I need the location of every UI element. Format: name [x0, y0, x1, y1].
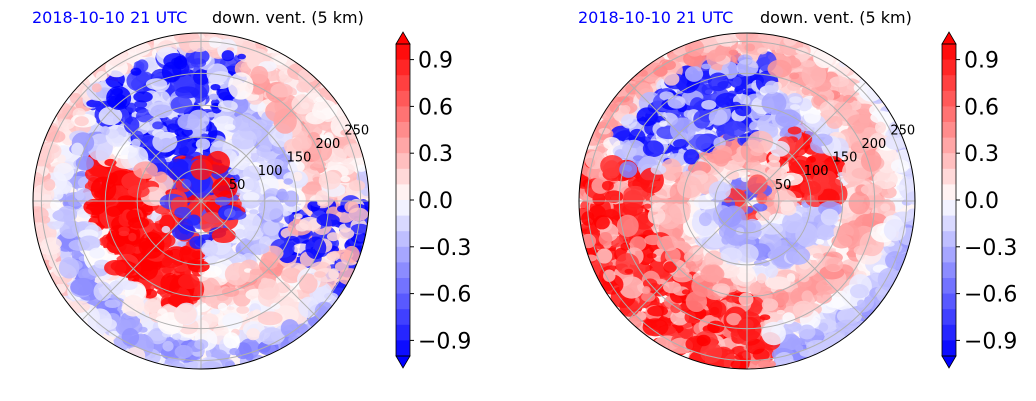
- colorbar-tick-label: −0.6: [964, 283, 1017, 308]
- field-layer: [33, 33, 369, 369]
- colorbar-extend-bottom: [395, 355, 411, 369]
- colorbar-segment: [396, 309, 410, 326]
- colorbar-segment: [942, 59, 956, 76]
- chart-panel-left: 2018-10-10 21 UTC down. vent. (5 km) 50 1…: [32, 8, 471, 370]
- colorbar-segment: [942, 137, 956, 154]
- colorbar-segment: [942, 122, 956, 139]
- colorbar-segment: [396, 231, 410, 248]
- colorbar-segment: [396, 137, 410, 154]
- colorbar-segment: [942, 168, 956, 185]
- colorbar-segment: [396, 293, 410, 310]
- radial-tick-label: 150: [287, 151, 312, 166]
- colorbar-extend-top: [941, 31, 957, 45]
- colorbar-tick-label: 0.0: [418, 189, 453, 214]
- radial-tick-label: 250: [890, 123, 915, 138]
- colorbar-segment: [396, 246, 410, 263]
- colorbar-tick-label: −0.9: [418, 329, 471, 354]
- radial-tick-label: 250: [344, 123, 369, 138]
- radial-tick-label: 150: [833, 151, 858, 166]
- variable-label-right: down. vent. (5 km): [760, 8, 912, 27]
- colorbar-segment: [396, 90, 410, 107]
- colorbar-segment: [396, 106, 410, 123]
- colorbar-segment: [396, 200, 410, 217]
- date-label-right: 2018-10-10 21 UTC: [578, 8, 734, 27]
- date-label-left: 2018-10-10 21 UTC: [32, 8, 188, 27]
- colorbar-tick-label: −0.3: [418, 236, 471, 261]
- colorbar-segment: [942, 75, 956, 92]
- colorbar-segment: [942, 246, 956, 263]
- plot-boundary: [32, 32, 370, 370]
- colorbar-tick-label: 0.3: [964, 142, 999, 167]
- colorbar-segment: [396, 122, 410, 139]
- colorbar-segment: [396, 340, 410, 357]
- colorbar-segment: [396, 184, 410, 201]
- variable-label-left: down. vent. (5 km): [212, 8, 364, 27]
- radial-tick-label: 50: [775, 178, 792, 193]
- colorbar-segment: [942, 340, 956, 357]
- colorbar-segment: [942, 309, 956, 326]
- colorbar-tick-label: 0.9: [418, 49, 453, 74]
- polar-grid: [33, 33, 369, 369]
- colorbar-tick-label: 0.3: [418, 142, 453, 167]
- colorbar-segment: [942, 215, 956, 232]
- radial-tick-label: 100: [804, 164, 829, 179]
- colorbar-segment: [396, 262, 410, 279]
- colorbar-segment: [396, 324, 410, 341]
- colorbar-extend-top: [395, 31, 411, 45]
- colorbar-tick-label: 0.6: [418, 95, 453, 120]
- colorbar-segment: [942, 278, 956, 295]
- colorbar-segment: [942, 90, 956, 107]
- radial-tick-label: 200: [315, 137, 340, 152]
- colorbar-tick-label: 0.9: [964, 49, 999, 74]
- colorbar-tick-label: −0.3: [964, 236, 1017, 261]
- colorbar-segment: [942, 106, 956, 123]
- colorbar-segment: [396, 278, 410, 295]
- colorbar-segment: [396, 75, 410, 92]
- colorbar-segment: [942, 153, 956, 170]
- chart-panel-right: 2018-10-10 21 UTC down. vent. (5 km) 50 1…: [546, 0, 1036, 401]
- radial-tick-label: 50: [229, 178, 246, 193]
- colorbar-segment: [396, 168, 410, 185]
- colorbar-segment: [942, 262, 956, 279]
- colorbar-segment: [942, 44, 956, 61]
- colorbar-segment: [942, 324, 956, 341]
- plot-boundary: [578, 32, 916, 370]
- colorbar-segment: [942, 231, 956, 248]
- colorbar-tick-label: 0.6: [964, 95, 999, 120]
- colorbar-segment: [942, 184, 956, 201]
- colorbar-tick-label: −0.6: [418, 283, 471, 308]
- radial-tick-label: 100: [258, 164, 283, 179]
- colorbar: 0.9 0.6 0.3 0.0 −0.3 −0.6 −0.9: [941, 31, 1017, 369]
- colorbar: 0.9 0.6 0.3 0.0 −0.3 −0.6 −0.9: [395, 31, 471, 369]
- colorbar-segment: [396, 59, 410, 76]
- colorbar-segment: [942, 200, 956, 217]
- colorbar-segment: [396, 44, 410, 61]
- colorbar-segment: [396, 215, 410, 232]
- colorbar-extend-bottom: [941, 355, 957, 369]
- colorbar-tick-label: −0.9: [964, 329, 1017, 354]
- colorbar-segment: [942, 293, 956, 310]
- polar-grid: [579, 33, 915, 369]
- radial-tick-label: 200: [861, 137, 886, 152]
- colorbar-segment: [396, 153, 410, 170]
- colorbar-tick-label: 0.0: [964, 189, 999, 214]
